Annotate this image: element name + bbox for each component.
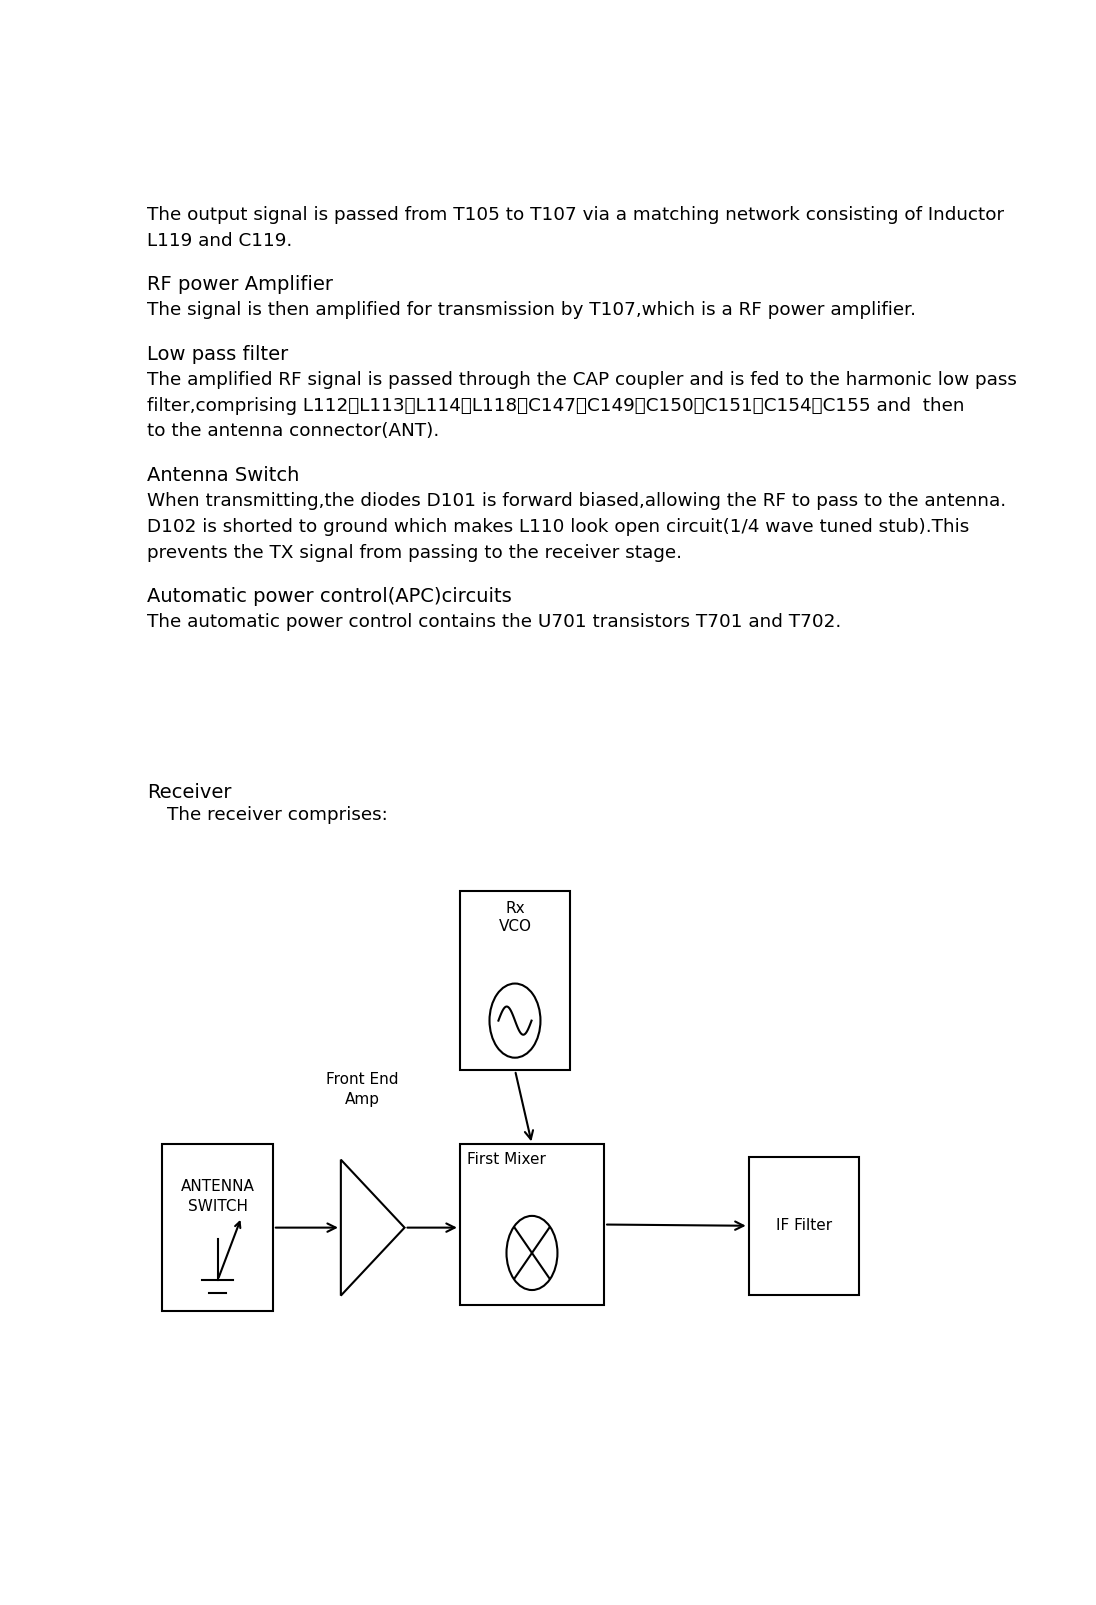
Text: IF Filter: IF Filter <box>776 1218 832 1233</box>
Text: Automatic power control(APC)circuits: Automatic power control(APC)circuits <box>147 587 512 605</box>
Text: Front End
Amp: Front End Amp <box>326 1072 398 1107</box>
Text: to the antenna connector(ANT).: to the antenna connector(ANT). <box>147 422 439 440</box>
Text: The receiver comprises:: The receiver comprises: <box>167 806 388 823</box>
Text: First Mixer: First Mixer <box>467 1152 546 1167</box>
Text: filter,comprising L112、L113、L114、L118、C147、C149、C150、C151、C154、C155 and  then: filter,comprising L112、L113、L114、L118、C1… <box>147 396 964 414</box>
Text: prevents the TX signal from passing to the receiver stage.: prevents the TX signal from passing to t… <box>147 544 682 562</box>
Bar <box>749 1157 859 1295</box>
Text: Rx
VCO: Rx VCO <box>499 900 532 934</box>
Text: When transmitting,the diodes D101 is forward biased,allowing the RF to pass to t: When transmitting,the diodes D101 is for… <box>147 491 1006 510</box>
Text: The automatic power control contains the U701 transistors T701 and T702.: The automatic power control contains the… <box>147 613 842 631</box>
Text: Receiver: Receiver <box>147 783 231 802</box>
Bar <box>460 1144 604 1305</box>
Text: The output signal is passed from T105 to T107 via a matching network consisting : The output signal is passed from T105 to… <box>147 205 1004 223</box>
Text: L119 and C119.: L119 and C119. <box>147 231 293 249</box>
Bar <box>162 1144 273 1311</box>
Text: Antenna Switch: Antenna Switch <box>147 465 299 485</box>
Text: RF power Amplifier: RF power Amplifier <box>147 276 333 294</box>
Text: The amplified RF signal is passed through the CAP coupler and is fed to the harm: The amplified RF signal is passed throug… <box>147 371 1017 388</box>
Text: The signal is then amplified for transmission by T107,which is a RF power amplif: The signal is then amplified for transmi… <box>147 302 916 319</box>
Text: D102 is shorted to ground which makes L110 look open circuit(1/4 wave tuned stub: D102 is shorted to ground which makes L1… <box>147 518 970 536</box>
Text: Low pass filter: Low pass filter <box>147 345 288 364</box>
Bar <box>460 891 570 1071</box>
Text: ANTENNA
SWITCH: ANTENNA SWITCH <box>181 1180 254 1213</box>
